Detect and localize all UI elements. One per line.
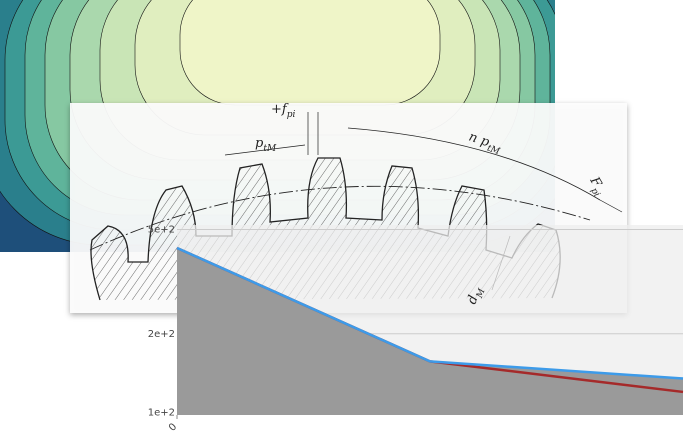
x-tick-label: 0	[167, 421, 179, 433]
area	[177, 247, 683, 415]
label-nptm: n ptM	[466, 130, 504, 158]
label-fpi: +fpi	[271, 102, 295, 120]
chart: 5e+2 2e+2 1e+2 0	[148, 224, 684, 434]
label-ptm: ptM	[255, 136, 277, 154]
label-sub: M	[475, 287, 488, 301]
label-sub: tM	[486, 144, 502, 158]
label-text: n p	[467, 130, 492, 151]
label-text: +f	[271, 102, 289, 117]
label-sub: pi	[287, 110, 296, 120]
line	[176, 246, 684, 380]
label-sub: tM	[263, 144, 277, 154]
y-tick-label: 1e+2	[148, 408, 175, 419]
y-tick-label: 5e+2	[148, 224, 175, 235]
label-dm: dM	[465, 284, 488, 307]
y-tick-label: 2e+2	[148, 329, 175, 340]
label-text: p	[255, 136, 264, 151]
